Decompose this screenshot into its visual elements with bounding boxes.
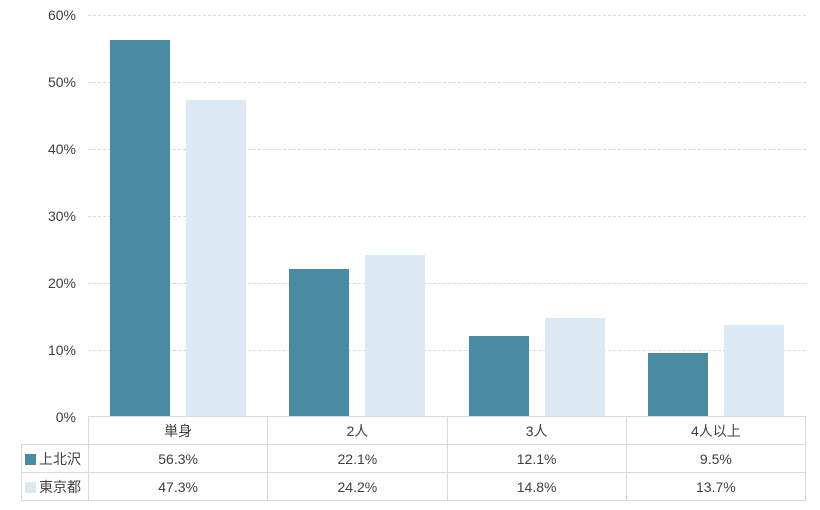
data-table: 単身 2人 3人 4人以上上北沢 56.3% 22.1% 12.1% 9.5% 東京都 47.3%… — [21, 416, 807, 501]
gridline-60 — [88, 15, 806, 16]
bar-s0-c2 — [468, 335, 529, 417]
y-axis-tick-label: 10% — [47, 342, 76, 358]
category-header-cell: 3人 — [446, 416, 627, 445]
gridline-50 — [88, 82, 806, 83]
table-row: 東京都 47.3% 24.2% 14.8% 13.7% — [21, 472, 807, 501]
bar-series-area — [88, 15, 806, 417]
value-cell: 56.3% — [87, 444, 269, 473]
value-cell: 14.8% — [446, 472, 627, 501]
value-cell: 47.3% — [87, 472, 269, 501]
bar-s1-c0 — [185, 100, 246, 417]
legend-swatch-icon — [25, 481, 36, 493]
y-axis-tick-label: 60% — [47, 7, 76, 23]
bar-s1-c2 — [544, 317, 605, 417]
bar-group-c3 — [627, 15, 807, 417]
value-cell: 22.1% — [267, 444, 448, 473]
table-corner-cell — [22, 417, 89, 445]
y-axis-tick-label: 0% — [55, 409, 76, 425]
plot-area — [88, 15, 806, 417]
value-cell: 12.1% — [446, 444, 627, 473]
category-header-cell: 4人以上 — [625, 416, 807, 445]
legend-cell: 東京都 — [21, 472, 89, 501]
y-axis-tick-label: 40% — [47, 141, 76, 157]
legend-cell: 上北沢 — [21, 444, 89, 473]
value-cell: 9.5% — [625, 444, 807, 473]
bar-s0-c3 — [648, 353, 709, 417]
gridline-20 — [88, 283, 806, 284]
table-header-row: 単身 2人 3人 4人以上 — [22, 416, 807, 445]
legend-swatch-icon — [25, 453, 36, 465]
y-axis-tick-label: 50% — [47, 74, 76, 90]
bar-s0-c1 — [289, 268, 350, 417]
gridline-30 — [88, 216, 806, 217]
bar-group-c2 — [447, 15, 627, 417]
bar-group-c1 — [268, 15, 448, 417]
gridline-10 — [88, 350, 806, 351]
y-axis-tick-label: 30% — [47, 208, 76, 224]
table-row: 上北沢 56.3% 22.1% 12.1% 9.5% — [21, 444, 807, 473]
value-cell: 13.7% — [625, 472, 807, 501]
y-axis-tick-label: 20% — [47, 275, 76, 291]
bar-s0-c0 — [109, 39, 170, 417]
legend-label: 上北沢 — [39, 450, 81, 467]
category-header-cell: 単身 — [87, 416, 269, 445]
bar-s1-c3 — [724, 325, 785, 417]
category-header-cell: 2人 — [267, 416, 448, 445]
gridline-40 — [88, 149, 806, 150]
legend-label: 東京都 — [39, 478, 81, 495]
bar-group-c0 — [88, 15, 268, 417]
bar-s1-c1 — [365, 254, 426, 417]
value-cell: 24.2% — [267, 472, 448, 501]
